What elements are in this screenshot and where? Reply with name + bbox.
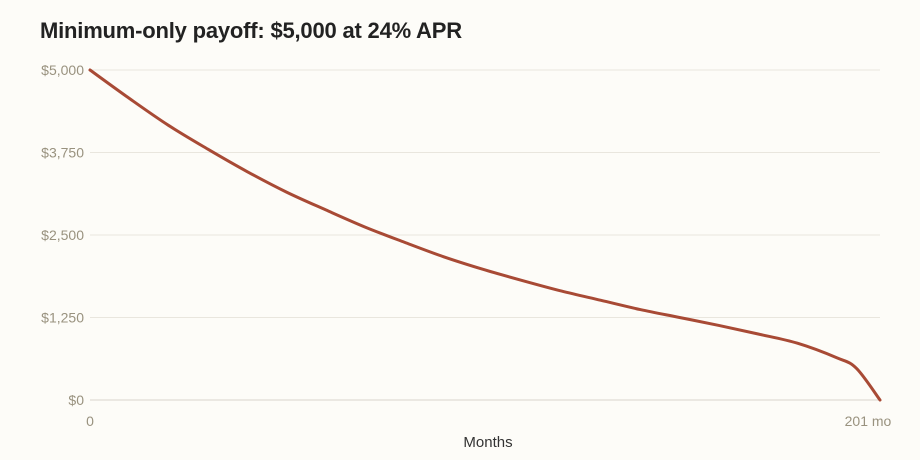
x-axis-title: Months <box>463 434 512 451</box>
y-tick-label: $3,750 <box>41 145 84 161</box>
series-layer <box>88 68 882 402</box>
y-tick-label: $0 <box>68 392 84 408</box>
y-axis-ticks: $0 $1,250 $2,500 $3,750 $5,000 <box>41 62 84 408</box>
balance-series-line <box>88 68 882 402</box>
x-axis-ticks: 0 201 mo <box>86 413 891 429</box>
y-tick-label: $2,500 <box>41 227 84 243</box>
gridlines <box>90 69 880 401</box>
x-tick-label: 201 mo <box>845 413 892 429</box>
y-tick-label: $1,250 <box>41 310 84 326</box>
chart-title: Minimum-only payoff: $5,000 at 24% APR <box>40 18 462 43</box>
y-tick-label: $5,000 <box>41 62 84 78</box>
x-tick-label: 0 <box>86 413 94 429</box>
